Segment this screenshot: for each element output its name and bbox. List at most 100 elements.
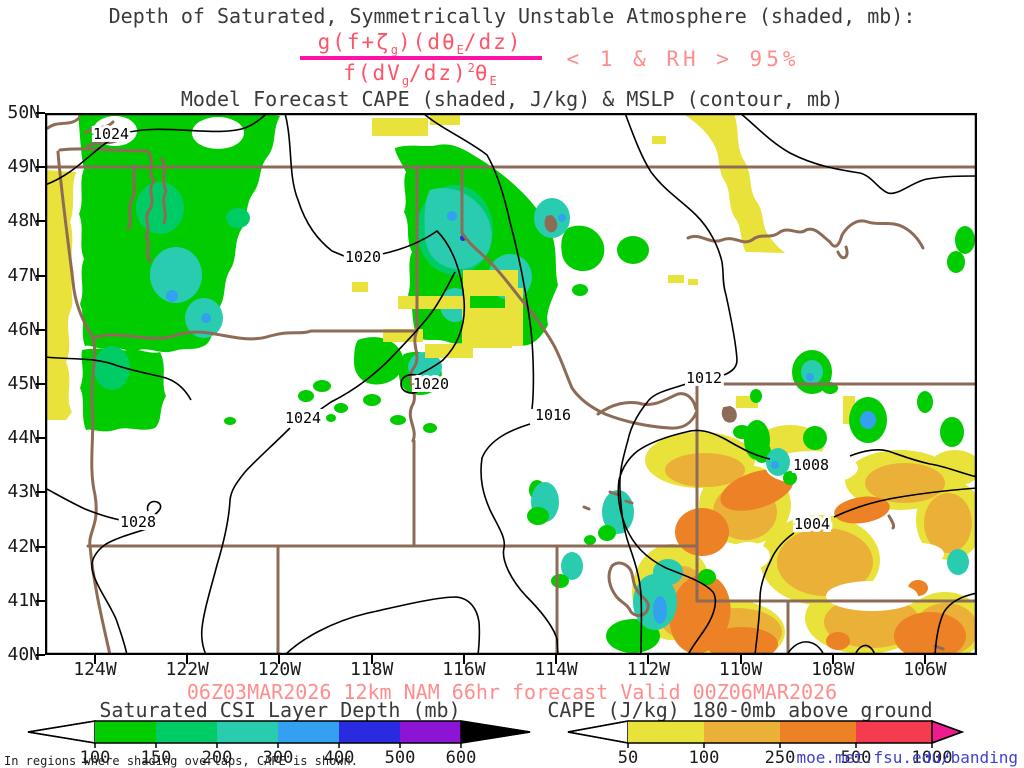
formula-condition: < 1 & RH > 95% [566, 47, 800, 71]
colorbar-tick-label: 200 [202, 748, 233, 765]
map-frame [45, 113, 977, 655]
lat-tick-mark [36, 274, 45, 277]
missouri-river [686, 219, 925, 250]
contour-label: 1008 [793, 456, 829, 474]
lat-tick-label: 46N [7, 318, 40, 340]
colorbar-segment [339, 721, 400, 743]
lat-tick-mark [36, 328, 45, 331]
lon-tick-mark [186, 655, 189, 664]
colorbar-segment [780, 721, 856, 743]
lat-tick-label: 40N [7, 644, 40, 665]
colorbar-tick-label: 1000 [912, 748, 953, 765]
lon-tick-mark [555, 655, 558, 664]
snake-river-border [408, 329, 419, 548]
lon-tick-mark [739, 655, 742, 664]
lon-tick-label: 108W [811, 659, 855, 680]
pacific-coastline [56, 150, 112, 655]
contour-label: 1016 [535, 406, 571, 424]
lon-tick-mark [831, 655, 834, 664]
lon-tick-mark [278, 655, 281, 664]
fraction-bar [300, 56, 542, 60]
lat-tick-label: 50N [7, 102, 40, 123]
colorbar-segment [628, 721, 704, 743]
forecast-info: 06Z03MAR2026 12km NAM 66hr forecast Vali… [186, 680, 838, 704]
contour-label: 1020 [413, 375, 449, 393]
lon-tick-label: 122W [165, 659, 209, 680]
lon-tick-label: 118W [349, 659, 394, 680]
mslp-contour-layer [45, 113, 977, 655]
colorbar-tick-label: 600 [446, 748, 477, 765]
id-mt-border [460, 165, 699, 430]
contour-label: 1024 [93, 125, 129, 143]
lat-tick-label: 49N [7, 156, 40, 178]
formula-denominator: f(dVg/dz)2θE [343, 61, 497, 89]
over-range-arrow [931, 719, 965, 745]
contour-label: 1004 [794, 515, 830, 533]
colorbar-tick-label: 50 [618, 748, 638, 765]
lat-tick-mark [36, 166, 45, 169]
contour-labels: 1024 1020 1020 1024 1028 1016 1012 1008 1004 [90, 122, 833, 536]
colorbar-segment [95, 721, 156, 743]
forecast-map: 1024 1020 1020 1024 1028 1016 1012 1008 1004 [45, 113, 977, 655]
lat-tick-mark [36, 491, 45, 494]
lon-tick-mark [647, 655, 650, 664]
lat-tick-mark [36, 599, 45, 602]
lon-tick-label: 112W [626, 659, 670, 680]
lat-tick-label: 43N [7, 481, 40, 503]
lat-tick-mark [36, 654, 45, 656]
formula-numerator: g(f+ζg)(dθE/dz) [317, 30, 523, 58]
colorbar-segment [217, 721, 278, 743]
wyoming-border [695, 382, 977, 603]
contour-label: 1024 [285, 409, 321, 427]
geography-layer [45, 116, 977, 655]
subtitle: Model Forecast CAPE (shaded, J/kg) & MSL… [180, 87, 844, 111]
under-range-arrow [27, 720, 96, 744]
under-range-arrow [567, 720, 629, 744]
snake-river-east [596, 392, 698, 416]
cape-colorbar: 50 100 250 500 1000 [567, 719, 965, 765]
over-range-arrow [460, 720, 531, 744]
cape-colorbar-title: CAPE (J/kg) 180-0mb above ground [547, 698, 933, 722]
page-title: Depth of Saturated, Symmetrically Unstab… [108, 4, 916, 28]
lat-tick-label: 47N [7, 264, 40, 286]
colorbar-tick-label: 300 [263, 748, 294, 765]
lat-tick-label: 45N [7, 373, 40, 394]
colorbar-tick-label: 100 [80, 748, 111, 765]
lat-tick-label: 41N [7, 589, 40, 611]
colorbar-segment [856, 721, 932, 743]
csi-colorbar: 100 150 200 300 400 500 600 [27, 720, 531, 765]
lon-tick-mark [923, 655, 926, 664]
lon-tick-label: 106W [903, 659, 947, 680]
colorbar-tick-label: 250 [765, 748, 796, 765]
lon-tick-mark [94, 655, 96, 664]
overlap-note: In regions where shading overlaps, CAPE … [4, 754, 359, 768]
great-salt-lake [607, 561, 650, 617]
colorbar-segment [156, 721, 217, 743]
flathead-lake [544, 215, 558, 233]
lon-tick-mark [462, 655, 465, 664]
yellowstone-lake [721, 406, 737, 423]
lon-tick-label: 124W [73, 659, 117, 680]
colorbar-tick-label: 500 [385, 748, 416, 765]
colorbar-tick-label: 150 [141, 748, 172, 765]
puget-sound [144, 149, 156, 263]
lon-tick-label: 110W [718, 659, 763, 680]
lon-tick-label: 120W [257, 659, 302, 680]
lon-tick-mark [370, 655, 373, 664]
contour-label: 1012 [686, 369, 722, 387]
colorbar-tick-label: 400 [324, 748, 355, 765]
csi-colorbar-title: Saturated CSI Layer Depth (mb) [99, 698, 461, 722]
lat-tick-mark [36, 545, 45, 548]
colorbar-segment [400, 721, 461, 743]
credit-url: moe.met.fsu.edu/banding [796, 748, 1018, 767]
contour-label: 1028 [120, 513, 156, 531]
lon-tick-label: 114W [534, 659, 578, 680]
lon-tick-label: 116W [442, 659, 486, 680]
lat-tick-mark [36, 437, 45, 440]
contour-label: 1020 [345, 248, 381, 266]
colorbar-tick-label: 100 [689, 748, 720, 765]
lat-tick-label: 42N [7, 535, 40, 557]
lat-tick-mark [36, 220, 45, 223]
colorbar-tick-label: 500 [841, 748, 872, 765]
